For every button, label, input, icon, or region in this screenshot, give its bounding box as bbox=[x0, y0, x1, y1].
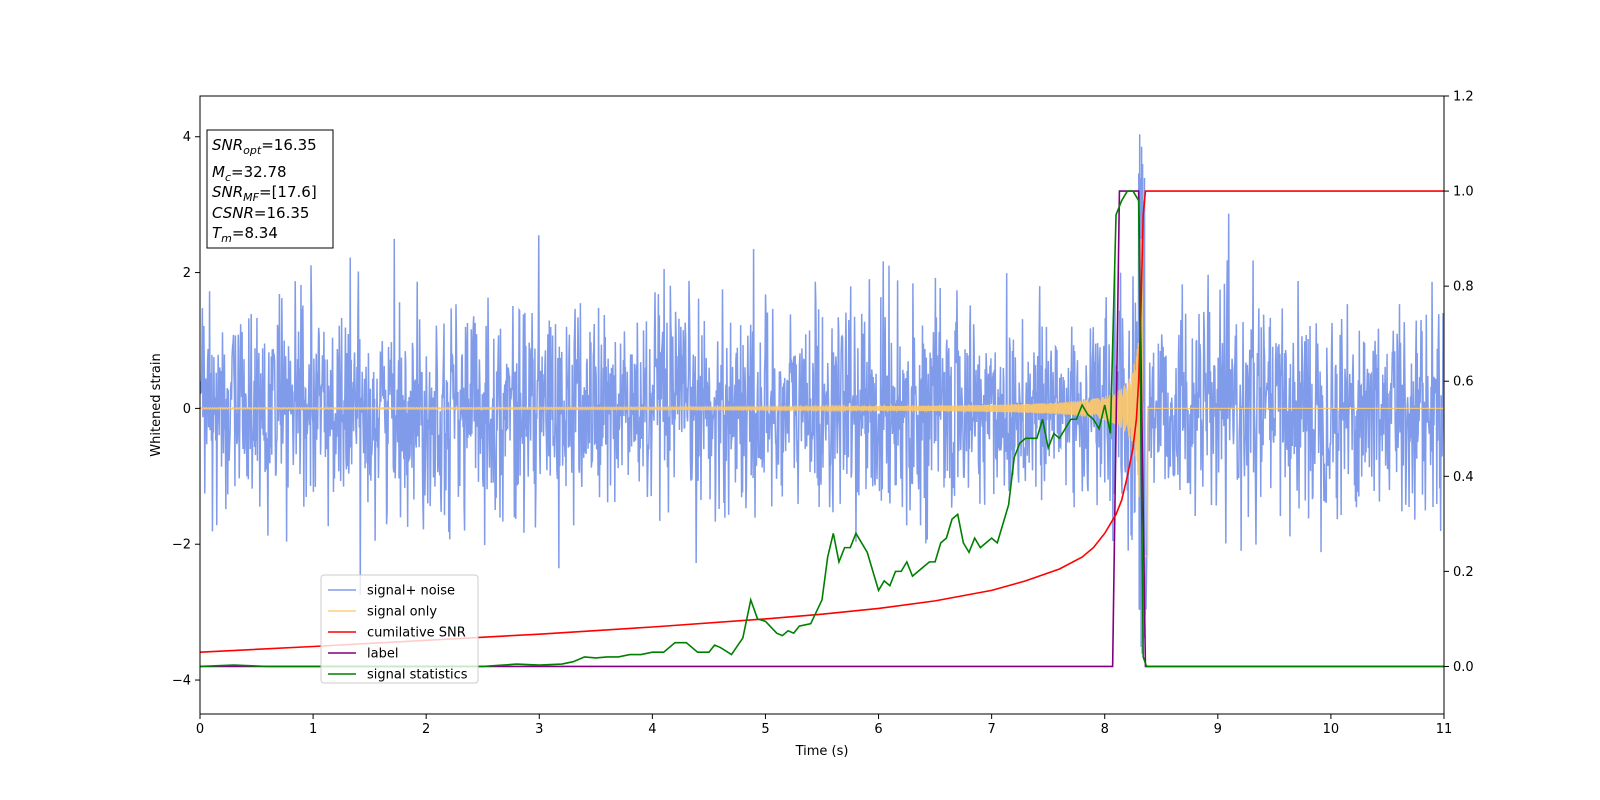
legend-item-cumulative-snr: cumilative SNR bbox=[328, 626, 466, 641]
y-right-tick-label: 0.0 bbox=[1453, 660, 1474, 675]
x-tick-label: 2 bbox=[422, 722, 430, 737]
x-tick-label: 3 bbox=[535, 722, 543, 737]
x-tick-label: 10 bbox=[1323, 722, 1340, 737]
legend-label: signal statistics bbox=[367, 668, 468, 683]
y-right-tick-label: 1.2 bbox=[1453, 90, 1474, 105]
legend-item-signal-only: signal only bbox=[328, 605, 437, 620]
legend-label: signal only bbox=[367, 605, 437, 620]
y-right-tick-label: 1.0 bbox=[1453, 185, 1474, 200]
y-right-tick-label: 0.4 bbox=[1453, 470, 1474, 485]
annotation-mc: Mc=32.78 bbox=[212, 163, 287, 184]
y-axis-label: Whitened strain bbox=[149, 353, 164, 456]
legend: signal+ noise signal only cumilative SNR la… bbox=[320, 574, 479, 684]
annotation-csnr: CSNR=16.35 bbox=[212, 204, 309, 222]
series-signal-noise bbox=[200, 134, 1444, 654]
legend-label: signal+ noise bbox=[367, 584, 455, 599]
annotation-snr-opt: SNRopt=16.35 bbox=[212, 136, 317, 157]
x-tick-label: 6 bbox=[874, 722, 882, 737]
y-left-tick-label: −4 bbox=[172, 674, 191, 689]
x-tick-label: 7 bbox=[987, 722, 995, 737]
y-right-tick-label: 0.6 bbox=[1453, 375, 1474, 390]
y-left-tick-label: 4 bbox=[183, 130, 191, 145]
x-tick-label: 1 bbox=[309, 722, 317, 737]
legend-label: cumilative SNR bbox=[367, 626, 466, 641]
annotation-box: SNRopt=16.35 Mc=32.78 SNRMF=[17.6] CSNR=… bbox=[206, 129, 334, 249]
annotation-tm: Tm=8.34 bbox=[212, 224, 278, 245]
legend-item-label: label bbox=[328, 647, 398, 662]
x-tick-label: 5 bbox=[761, 722, 769, 737]
annotation-snr-mf: SNRMF=[17.6] bbox=[212, 183, 317, 204]
x-tick-label: 8 bbox=[1101, 722, 1109, 737]
y-axis-left: −4 −2 0 2 4 bbox=[172, 130, 200, 689]
y-axis-right: 0.0 0.2 0.4 0.6 0.8 1.0 1.2 bbox=[1444, 90, 1474, 675]
y-left-tick-label: −2 bbox=[172, 538, 191, 553]
x-tick-label: 9 bbox=[1214, 722, 1222, 737]
y-right-tick-label: 0.8 bbox=[1453, 280, 1474, 295]
legend-frame bbox=[320, 574, 479, 684]
y-left-tick-label: 2 bbox=[183, 266, 191, 281]
x-tick-label: 4 bbox=[648, 722, 656, 737]
legend-item-signal-statistics: signal statistics bbox=[328, 668, 468, 683]
x-axis: 0 1 2 3 4 5 6 7 8 9 10 11 bbox=[196, 714, 1452, 737]
legend-item-signal-noise: signal+ noise bbox=[328, 584, 455, 599]
y-right-tick-label: 0.2 bbox=[1453, 565, 1474, 580]
x-tick-label: 0 bbox=[196, 722, 204, 737]
x-tick-label: 11 bbox=[1436, 722, 1453, 737]
y-left-tick-label: 0 bbox=[183, 402, 191, 417]
series-signal-only bbox=[200, 238, 1444, 578]
legend-label: label bbox=[367, 647, 398, 662]
x-axis-label: Time (s) bbox=[795, 744, 849, 759]
series-signal-statistics bbox=[200, 190, 1444, 668]
plot-frame bbox=[199, 95, 1445, 715]
series-layer bbox=[200, 134, 1444, 668]
annotation-frame bbox=[206, 129, 334, 249]
